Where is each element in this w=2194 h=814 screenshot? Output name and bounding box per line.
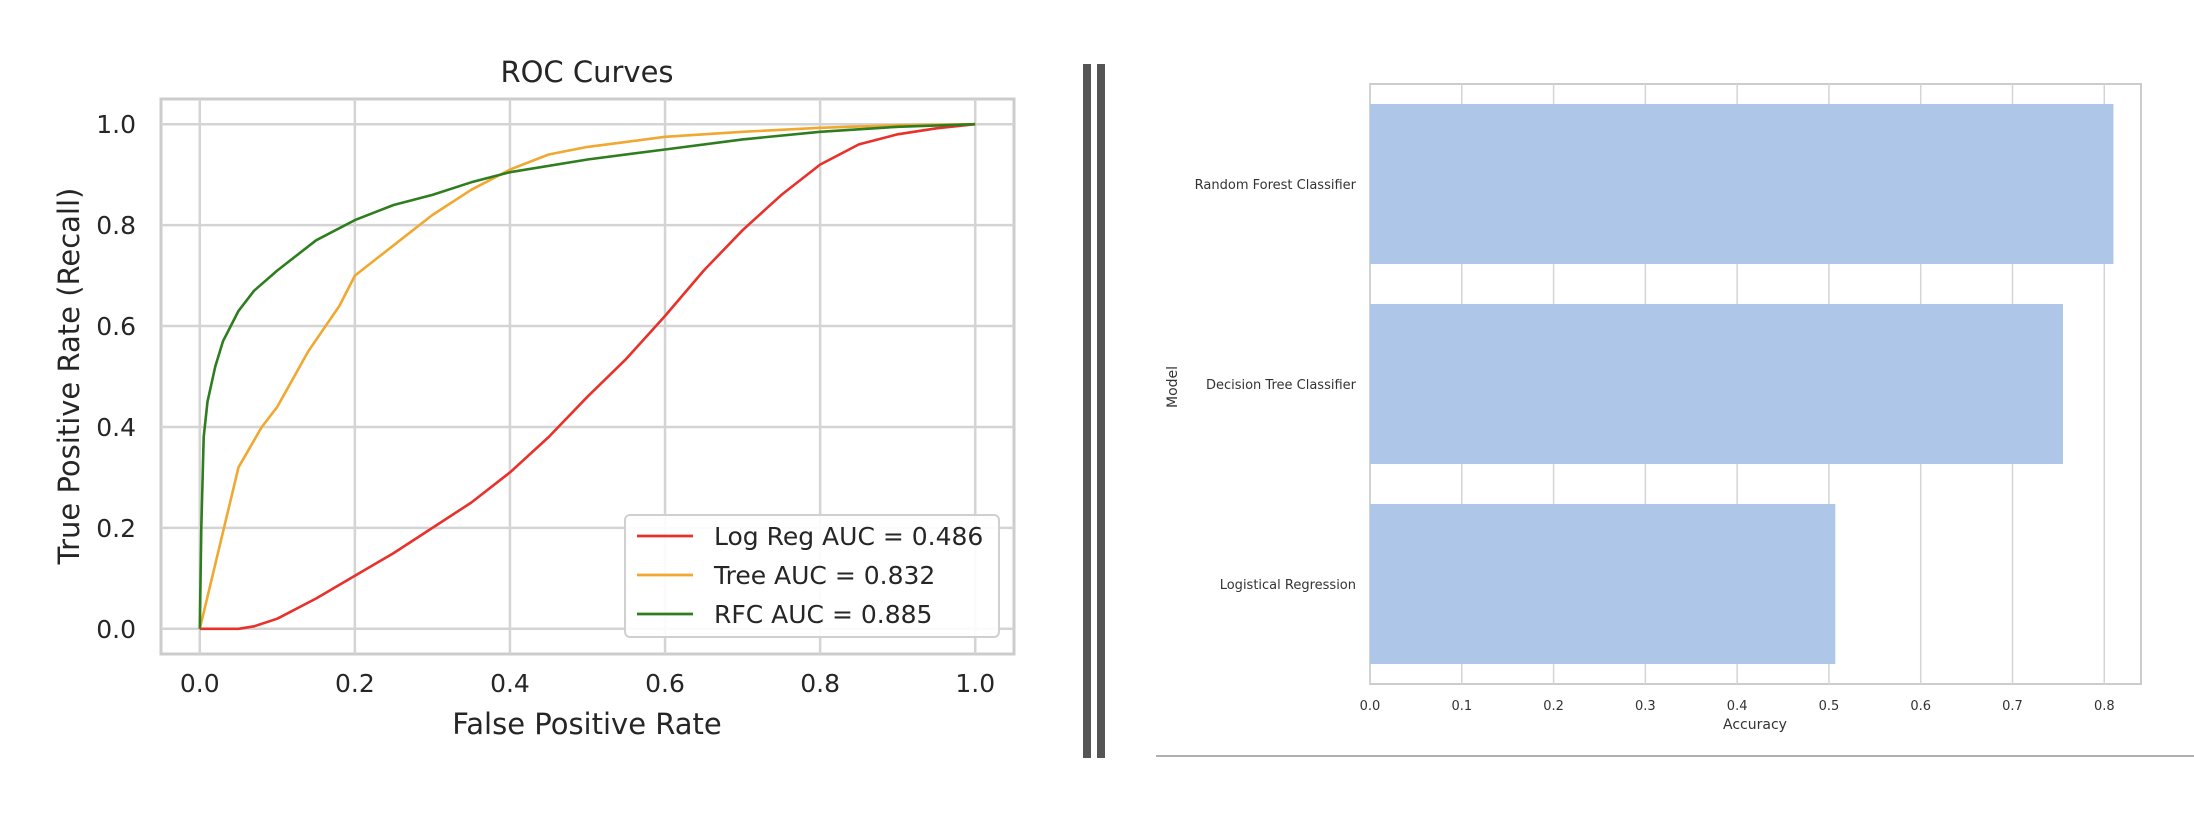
accuracy-x-tick-label: 0.4 <box>1727 699 1748 714</box>
accuracy-x-tick-label: 0.7 <box>2002 699 2023 714</box>
roc-legend-items: Log Reg AUC = 0.486 Tree AUC = 0.832 RFC A… <box>637 522 983 629</box>
accuracy-x-tick-labels: 0.0 0.1 0.2 0.3 0.4 0.5 0.6 0.7 0.8 <box>1360 699 2115 714</box>
accuracy-bars <box>1370 104 2114 664</box>
roc-x-tick-labels: 0.0 0.2 0.4 0.6 0.8 1.0 <box>180 669 995 698</box>
roc-legend-box <box>624 514 1000 638</box>
accuracy-category-label-2: Logistical Regression <box>1220 578 1356 593</box>
roc-legend-label-0: Log Reg AUC = 0.486 <box>714 522 983 551</box>
accuracy-bar-0 <box>1370 104 2114 264</box>
roc-series-line-1 <box>198 122 976 630</box>
roc-series-line-0 <box>199 122 976 631</box>
accuracy-bar-1 <box>1370 304 2063 464</box>
roc-x-axis-label: False Positive Rate <box>452 707 722 741</box>
accuracy-y-axis-label: Model <box>1165 366 1181 408</box>
roc-y-tick-label: 0.8 <box>96 211 136 240</box>
roc-y-tick-label: 0.2 <box>96 514 136 543</box>
accuracy-x-tick-label: 0.6 <box>1910 699 1931 714</box>
accuracy-x-axis-label: Accuracy <box>1723 717 1787 733</box>
roc-y-tick-label: 0.6 <box>96 312 136 341</box>
roc-y-tick-label: 0.4 <box>96 413 136 442</box>
roc-legend-label-2: RFC AUC = 0.885 <box>714 600 932 629</box>
accuracy-category-label-0: Random Forest Classifier <box>1195 178 1357 193</box>
roc-x-tick-label: 0.6 <box>645 669 685 698</box>
roc-chart: 0.0 0.2 0.4 0.6 0.8 1.0 0.0 0.2 0.4 0.6 0.8 1.0 RO… <box>52 55 1016 741</box>
accuracy-x-tick-label: 0.3 <box>1635 699 1656 714</box>
accuracy-chart: 0.0 0.1 0.2 0.3 0.4 0.5 0.6 0.7 0.8 Random Fores… <box>1156 83 2194 757</box>
accuracy-x-tick-label: 0.2 <box>1543 699 1564 714</box>
accuracy-x-tick-label: 0.5 <box>1819 699 1840 714</box>
roc-x-tick-label: 0.8 <box>800 669 840 698</box>
accuracy-bar-2 <box>1370 504 1836 664</box>
accuracy-x-tick-label: 0.1 <box>1451 699 1472 714</box>
accuracy-x-tick-label: 0.0 <box>1360 699 1381 714</box>
accuracy-category-label-1: Decision Tree Classifier <box>1206 378 1357 393</box>
roc-y-tick-labels: 0.0 0.2 0.4 0.6 0.8 1.0 <box>96 110 136 644</box>
panel-separator <box>1083 64 1105 758</box>
roc-x-tick-label: 0.4 <box>490 669 530 698</box>
accuracy-category-labels: Random Forest Classifier Decision Tree Cl… <box>1195 178 1357 593</box>
roc-title: ROC Curves <box>500 55 673 89</box>
roc-x-tick-label: 1.0 <box>955 669 995 698</box>
separator-bar-left <box>1083 64 1091 758</box>
roc-x-tick-label: 0.0 <box>180 669 220 698</box>
roc-y-axis-label: True Positive Rate (Recall) <box>52 188 86 566</box>
roc-x-tick-label: 0.2 <box>335 669 375 698</box>
separator-bar-right <box>1097 64 1105 758</box>
roc-y-tick-label: 0.0 <box>96 615 136 644</box>
roc-series-line-2 <box>198 122 976 629</box>
roc-legend-label-1: Tree AUC = 0.832 <box>713 561 935 590</box>
roc-y-tick-label: 1.0 <box>96 110 136 139</box>
accuracy-x-tick-label: 0.8 <box>2094 699 2115 714</box>
roc-series-lines <box>198 122 976 631</box>
roc-legend: Log Reg AUC = 0.486 Tree AUC = 0.832 RFC A… <box>624 514 1000 638</box>
